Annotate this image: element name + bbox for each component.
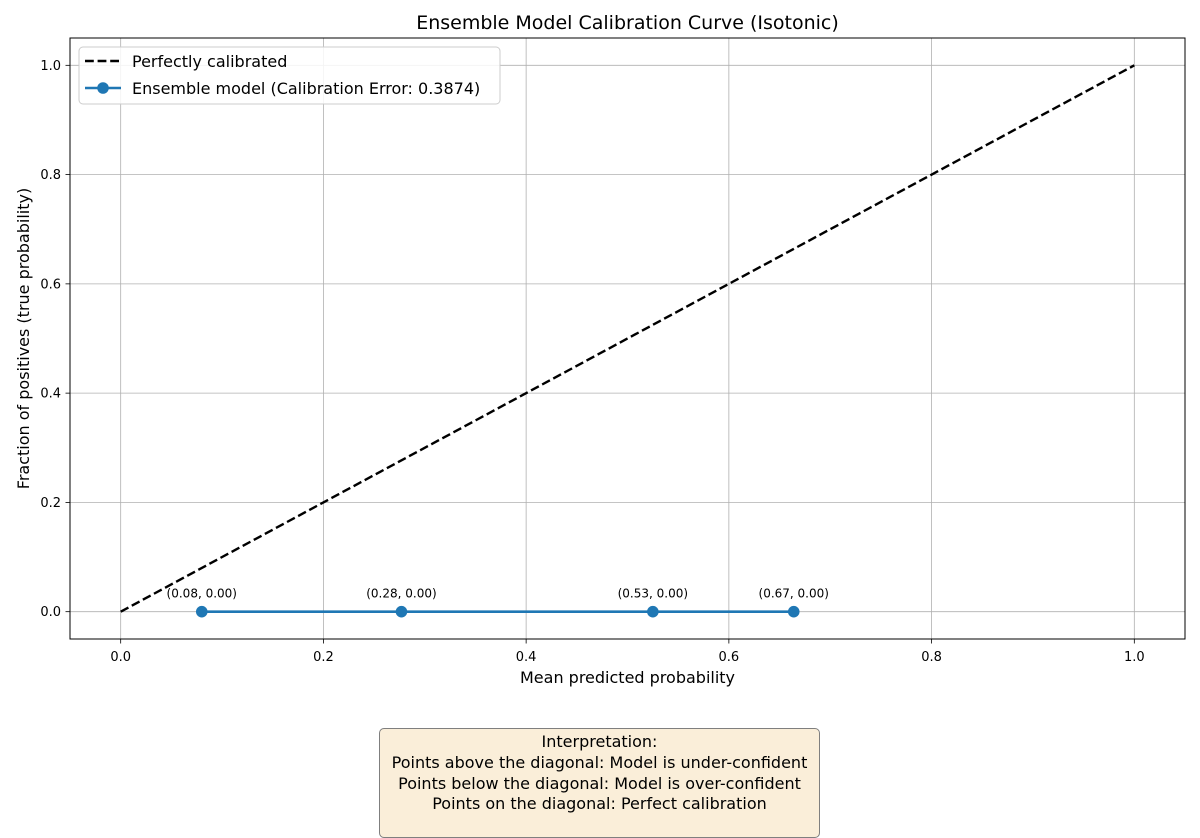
y-tick-label: 0.6 [40,277,61,292]
legend: Perfectly calibrated Ensemble model (Cali… [78,46,501,105]
chart-title: Ensemble Model Calibration Curve (Isoton… [416,12,839,34]
x-tick-label: 1.0 [1124,650,1145,665]
x-tick-label: 0.0 [110,650,131,665]
x-tick-label: 0.6 [719,650,740,665]
ensemble-model-point [395,605,408,618]
x-axis-label: Mean predicted probability [520,668,735,687]
point-annotation: (0.53, 0.00) [618,587,688,601]
y-tick-label: 0.0 [40,605,61,620]
point-annotation: (0.08, 0.00) [167,587,237,601]
y-tick-label: 0.2 [40,496,61,511]
grid-lines [70,38,1185,639]
series [120,64,1135,618]
legend-box [78,46,501,105]
axes: 0.0 0.2 0.4 0.6 0.8 1.0 0.0 0.2 0.4 0.6 0.8 1.0 [40,59,1144,665]
x-tick-label: 0.2 [313,650,334,665]
interpretation-line-on: Points on the diagonal: Perfect calibrat… [432,794,767,814]
y-tick-label: 0.4 [40,387,61,402]
interpretation-heading: Interpretation: [541,732,658,751]
perfect-calibration-line [120,64,1135,613]
point-labels: (0.08, 0.00) (0.28, 0.00) (0.53, 0.00) (0.6… [167,587,829,601]
ensemble-model-point [195,605,208,618]
legend-perfect-label: Perfectly calibrated [132,52,287,71]
x-tick-label: 0.4 [516,650,537,665]
y-tick-label: 1.0 [40,59,61,74]
y-tick-label: 0.8 [40,168,61,183]
interpretation-line-below: Points below the diagonal: Model is over… [398,773,801,793]
x-tick-label: 0.8 [921,650,942,665]
point-annotation: (0.67, 0.00) [759,587,829,601]
interpretation-line-above: Points above the diagonal: Model is unde… [391,752,808,772]
interpretation-box: Interpretation: Points above the diagona… [379,728,820,838]
legend-ensemble-label: Ensemble model (Calibration Error: 0.387… [132,79,480,98]
calibration-chart: Ensemble Model Calibration Curve (Isoton… [14,12,1186,687]
legend-ensemble-marker [97,82,109,94]
point-annotation: (0.28, 0.00) [366,587,436,601]
ensemble-model-point [647,605,659,618]
y-axis-label: Fraction of positives (true probability) [14,188,33,489]
ensemble-model-point [787,605,800,618]
plot-frame [69,37,1186,640]
